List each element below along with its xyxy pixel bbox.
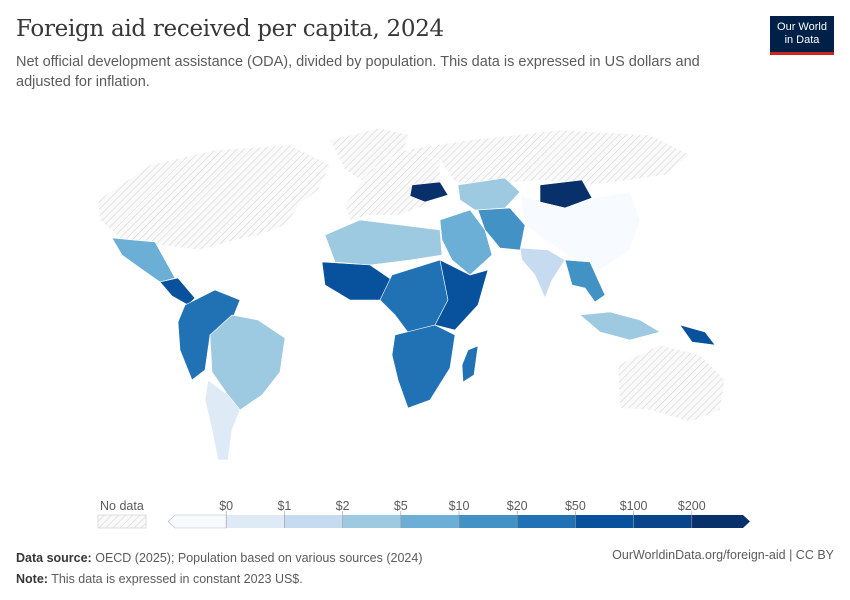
region-middle-east[interactable]: [439, 209, 493, 276]
legend-tick-label: $50: [565, 499, 586, 513]
legend-no-data-label: No data: [100, 499, 144, 513]
region-brazil[interactable]: [209, 314, 286, 411]
region-southeast-asia[interactable]: [564, 259, 606, 303]
legend-tick-label: $200: [678, 499, 706, 513]
legend-bin[interactable]: [633, 515, 692, 528]
region-russia[interactable]: [404, 129, 691, 186]
legend-tick-label: $5: [394, 499, 408, 513]
region-kazakhstan[interactable]: [457, 177, 521, 211]
region-east-africa[interactable]: [434, 259, 489, 331]
region-united-states-canada[interactable]: [97, 144, 331, 251]
legend-bin[interactable]: [400, 515, 459, 528]
legend-tick-label: $0: [219, 499, 233, 513]
legend-bin[interactable]: [517, 515, 576, 528]
source-text[interactable]: OECD (2025); Population based on various…: [95, 551, 423, 565]
legend-no-data-swatch: [97, 514, 147, 529]
source-url-link[interactable]: OurWorldinData.org/foreign-aid | CC BY: [612, 548, 834, 562]
source-label: Data source:: [16, 551, 92, 565]
legend-tick-label: $20: [507, 499, 528, 513]
region-china[interactable]: [519, 191, 641, 271]
region-indonesia[interactable]: [579, 311, 661, 341]
logo-line-2: in Data: [784, 34, 820, 46]
region-southern-africa[interactable]: [391, 324, 456, 409]
note-text: This data is expressed in constant 2023 …: [51, 572, 303, 586]
region-ukraine[interactable]: [409, 181, 449, 203]
chart-subtitle: Net official development assistance (ODA…: [16, 54, 700, 90]
legend-bin[interactable]: [226, 515, 285, 528]
region-colombia-venezuela-peru[interactable]: [177, 289, 241, 381]
legend-tick-label: $2: [336, 499, 350, 513]
region-north-africa[interactable]: [324, 219, 443, 266]
region-west-africa[interactable]: [321, 261, 393, 301]
logo-line-1: Our World: [777, 21, 827, 33]
legend-tick-label: $1: [277, 499, 291, 513]
legend-bin[interactable]: [459, 515, 518, 528]
region-india[interactable]: [519, 247, 566, 299]
legend-bin[interactable]: [167, 514, 227, 529]
region-mexico[interactable]: [111, 237, 176, 283]
legend-bin[interactable]: [575, 515, 634, 528]
world-map[interactable]: No data $0 $1 $2 $5 $10 $20 $50 $100 $200: [0, 110, 850, 540]
region-australia[interactable]: [617, 344, 726, 423]
owid-logo[interactable]: Our World in Data: [770, 16, 834, 55]
legend-bin[interactable]: [284, 515, 343, 528]
region-central-america[interactable]: [159, 277, 196, 306]
region-papua-new-guinea[interactable]: [679, 324, 716, 346]
legend-bin[interactable]: [691, 515, 750, 528]
legend-bin[interactable]: [342, 515, 401, 528]
footer: Data source: OECD (2025); Population bas…: [16, 548, 422, 590]
region-argentina[interactable]: [204, 379, 241, 461]
legend: No data $0 $1 $2 $5 $10 $20 $50 $100 $200: [97, 499, 750, 529]
legend-tick-label: $100: [620, 499, 648, 513]
note-label: Note:: [16, 572, 48, 586]
region-madagascar[interactable]: [461, 345, 479, 383]
legend-tick-label: $10: [449, 499, 470, 513]
chart-title: Foreign aid received per capita, 2024: [16, 16, 444, 42]
